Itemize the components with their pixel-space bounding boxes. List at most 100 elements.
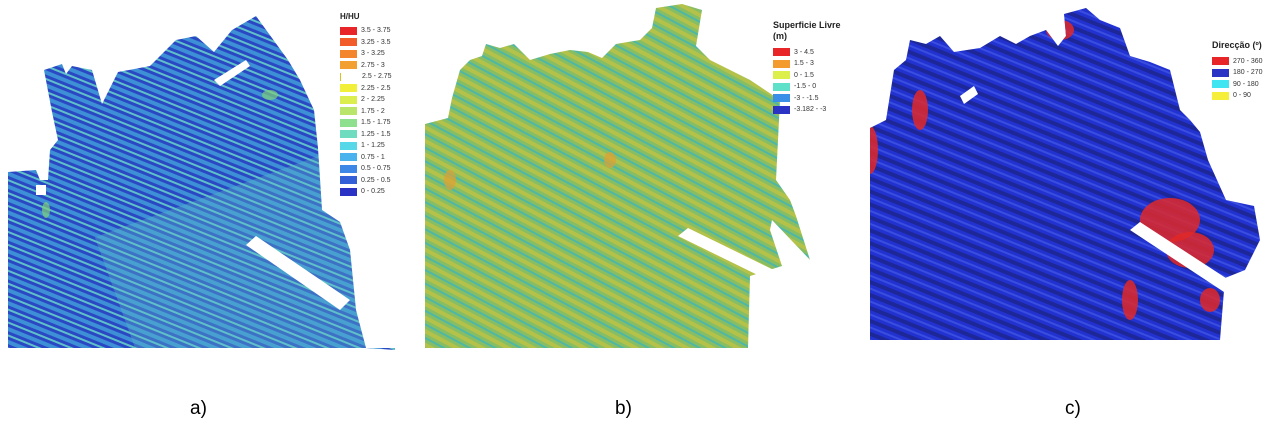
legend-label: 2.5 - 2.75: [362, 73, 392, 81]
breakwater: [770, 220, 812, 266]
legend-label: 0.75 - 1: [361, 153, 385, 161]
breakwater: [960, 86, 978, 104]
legend-label: 180 - 270: [1233, 69, 1263, 76]
legend-entry: 2.25 - 2.5: [340, 83, 392, 95]
legend-swatch: [1212, 80, 1229, 88]
legend-swatch: [340, 84, 357, 93]
legend-title: H/HU: [340, 12, 360, 21]
legend-swatch: [340, 164, 357, 173]
legend-entry: 1.5 - 3: [773, 58, 843, 70]
free-surface-map: [425, 4, 812, 348]
value-hotspot: [444, 170, 456, 190]
legend-entry: 0.25 - 0.5: [340, 175, 392, 187]
legend-label: 1 - 1.25: [361, 142, 385, 150]
legend-label: 1.75 - 2: [361, 107, 385, 115]
legend-swatch: [773, 94, 790, 103]
figure-panel-b: Superficie Livre (m) 3 - 4.5 1.5 - 3 0 - 1…: [420, 0, 850, 426]
legend-entry: 3 - 4.5: [773, 47, 843, 59]
legend-swatch: [773, 105, 790, 114]
legend-swatch: [340, 49, 357, 58]
legend-label: -3.182 - -3: [794, 106, 827, 114]
legend-entry: 0.75 - 1: [340, 152, 392, 164]
legend-wave-height: H/HU 3.5 - 3.75 3.25 - 3.5 3 - 3.25 2.75 - …: [340, 13, 392, 198]
legend-label: 2 - 2.25: [361, 96, 385, 104]
legend-swatch: [340, 95, 357, 104]
breakwater: [36, 185, 46, 195]
legend-entry: 0 - 90: [1212, 90, 1263, 102]
legend-swatch: [340, 107, 357, 116]
legend-entry: 3.25 - 3.5: [340, 37, 392, 49]
legend-entry: 0 - 0.25: [340, 186, 392, 198]
breakwater: [678, 228, 782, 284]
legend-label: 3 - 4.5: [794, 48, 814, 56]
legend-label: 1.25 - 1.5: [361, 130, 391, 138]
legend-entry: 3.5 - 3.75: [340, 25, 392, 37]
legend-swatch: [1212, 57, 1229, 65]
legend-title: Direcção (º): [1212, 40, 1262, 50]
value-hotspot: [1046, 20, 1074, 40]
legend-swatch: [1212, 68, 1229, 77]
legend-entry: -1.5 - 0: [773, 81, 843, 93]
legend-title: Superficie Livre (m): [773, 20, 841, 42]
legend-swatch: [340, 130, 357, 139]
legend-entry: -3.182 - -3: [773, 104, 843, 116]
legend-entry: 2 - 2.25: [340, 94, 392, 106]
legend-label: 3.25 - 3.5: [361, 38, 391, 46]
legend-entry: 270 - 360: [1212, 55, 1263, 67]
legend-label: 1.5 - 1.75: [361, 119, 391, 127]
legend-label: 2.75 - 3: [361, 61, 385, 69]
legend-label: 3.5 - 3.75: [361, 27, 391, 35]
breakwater: [1130, 222, 1232, 292]
value-hotspot: [604, 152, 616, 168]
legend-label: 0.25 - 0.5: [361, 176, 391, 184]
value-hotspot: [912, 90, 928, 130]
legend-label: 0.5 - 0.75: [361, 165, 391, 173]
legend-swatch: [340, 187, 357, 196]
legend-label: 0 - 90: [1233, 92, 1251, 99]
legend-entry: 180 - 270: [1212, 67, 1263, 79]
legend-swatch: [340, 153, 357, 162]
legend-label: 90 - 180: [1233, 80, 1259, 88]
legend-swatch: [340, 141, 357, 150]
legend-swatch: [340, 72, 358, 81]
legend-entry: 1 - 1.25: [340, 140, 392, 152]
breakwater: [246, 236, 350, 310]
legend-entry: 1.25 - 1.5: [340, 129, 392, 141]
legend-entry: 2.5 - 2.75: [340, 71, 392, 83]
legend-label: 3 - 3.25: [361, 50, 385, 58]
legend-swatch: [340, 26, 357, 35]
legend-swatch: [340, 38, 357, 47]
value-hotspot: [1140, 198, 1200, 242]
legend-label: -3 - -1.5: [794, 94, 819, 102]
legend-swatch: [773, 48, 790, 57]
legend-swatch: [1212, 91, 1229, 100]
legend-swatch: [773, 82, 790, 91]
legend-entry: -3 - -1.5: [773, 93, 843, 105]
legend-entry: 0 - 1.5: [773, 70, 843, 82]
legend-swatch: [340, 61, 357, 70]
legend-entry: 90 - 180: [1212, 78, 1263, 90]
wave-direction-map: [870, 8, 1260, 340]
value-hotspot: [1122, 280, 1138, 320]
caption-b: b): [615, 398, 632, 419]
legend-label: -1.5 - 0: [794, 83, 817, 91]
legend-entry: 3 - 3.25: [340, 48, 392, 60]
legend-label: 0 - 0.25: [361, 188, 385, 196]
legend-label: 0 - 1.5: [794, 71, 814, 79]
legend-label: 270 - 360: [1233, 57, 1263, 65]
value-hotspot: [42, 202, 50, 218]
value-hotspot: [262, 90, 278, 100]
value-hotspot: [870, 126, 878, 174]
legend-entry: 1.75 - 2: [340, 106, 392, 118]
figure-panel-a: H/HU 3.5 - 3.75 3.25 - 3.5 3 - 3.25 2.75 - …: [0, 0, 420, 426]
legend-swatch: [773, 71, 790, 80]
value-hotspot: [1200, 288, 1220, 312]
breakwater: [214, 60, 250, 86]
legend-entry: 2.75 - 3: [340, 60, 392, 72]
legend-label: 1.5 - 3: [794, 60, 814, 68]
figure-panel-c: Direcção (º) 270 - 360 180 - 270 90 - 180 0…: [850, 0, 1275, 426]
legend-free-surface: Superficie Livre (m) 3 - 4.5 1.5 - 3 0 - 1…: [773, 20, 843, 116]
legend-entry: 1.5 - 1.75: [340, 117, 392, 129]
caption-c: c): [1065, 398, 1081, 419]
caption-a: a): [190, 398, 207, 419]
